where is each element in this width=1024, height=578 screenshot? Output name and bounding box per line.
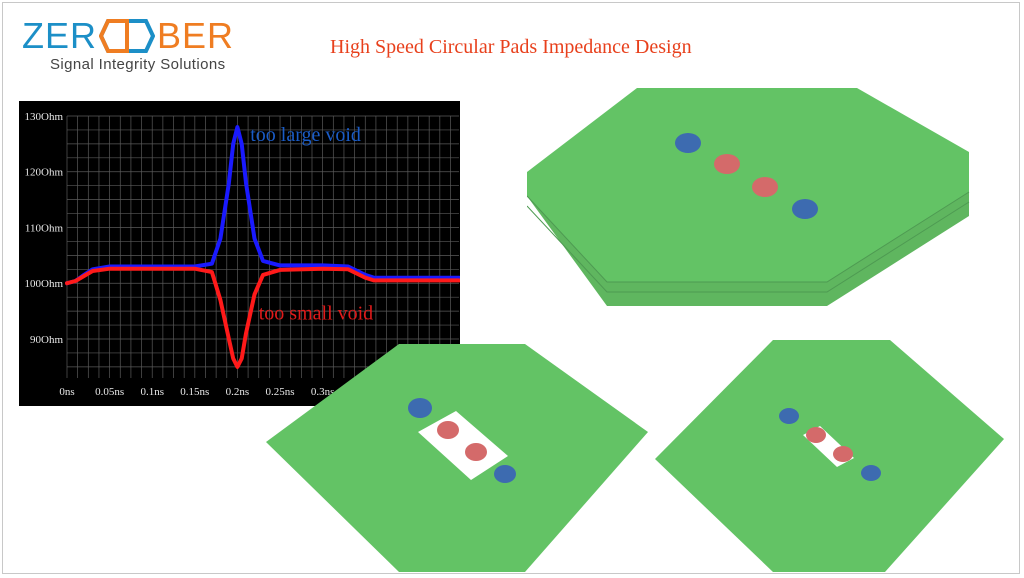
ground-pad-blue <box>494 465 516 483</box>
logo-wordmark: ZER BER <box>22 15 235 56</box>
impedance-chart-svg: 90Ohm 100Ohm 110Ohm 120Ohm 130Ohm 0ns 0.05ns 0.… <box>25 111 460 398</box>
signal-pad-red <box>752 177 778 197</box>
x-tick-label: 0.1ns <box>140 386 164 398</box>
company-logo: ZER BER Signal Integrity Solutions <box>22 15 262 78</box>
board-view-large-void <box>266 344 648 572</box>
logo-word-right: BER <box>157 15 235 56</box>
signal-pad-red <box>437 421 459 439</box>
ground-pad-blue <box>861 465 881 481</box>
x-tick-label: 0.3ns <box>311 386 335 398</box>
impedance-chart: 90Ohm 100Ohm 110Ohm 120Ohm 130Ohm 0ns 0.05ns 0.… <box>19 101 460 406</box>
logo-hexagon-icon <box>99 19 155 53</box>
x-tick-label: 0.15ns <box>180 386 209 398</box>
y-tick-label: 110Ohm <box>25 222 64 234</box>
series-line-large-void <box>65 125 460 286</box>
y-tick-label: 100Ohm <box>25 278 64 290</box>
y-tick-label: 130Ohm <box>25 111 64 123</box>
x-tick-label: 0.25ns <box>266 386 295 398</box>
ground-pad-blue <box>675 133 701 153</box>
signal-pad-red <box>806 427 826 443</box>
annotation-small-void: too small void <box>259 302 373 324</box>
board-view-small-void <box>655 340 1004 572</box>
y-tick-label: 120Ohm <box>25 167 64 179</box>
y-tick-label: 90Ohm <box>30 334 63 346</box>
signal-pad-red <box>833 446 853 462</box>
board-layer-line <box>527 201 970 293</box>
logo-tagline: Signal Integrity Solutions <box>50 56 226 73</box>
logo-word-left: ZER <box>22 15 97 56</box>
board-view-top-right <box>527 88 970 306</box>
board-layer-line <box>527 191 970 283</box>
signal-pad-red <box>465 443 487 461</box>
signal-pad-red <box>714 154 740 174</box>
ground-pad-blue <box>408 398 432 418</box>
ground-pad-blue <box>779 408 799 424</box>
x-tick-label: 0ns <box>59 386 74 398</box>
slide-title: High Speed Circular Pads Impedance Desig… <box>330 36 692 58</box>
x-tick-label: 0.05ns <box>95 386 124 398</box>
ground-pad-blue <box>792 199 818 219</box>
board-top-surface <box>527 88 969 282</box>
series-line-small-void <box>65 266 460 369</box>
annotation-large-void: too large void <box>250 124 361 146</box>
x-tick-label: 0.2ns <box>226 386 250 398</box>
